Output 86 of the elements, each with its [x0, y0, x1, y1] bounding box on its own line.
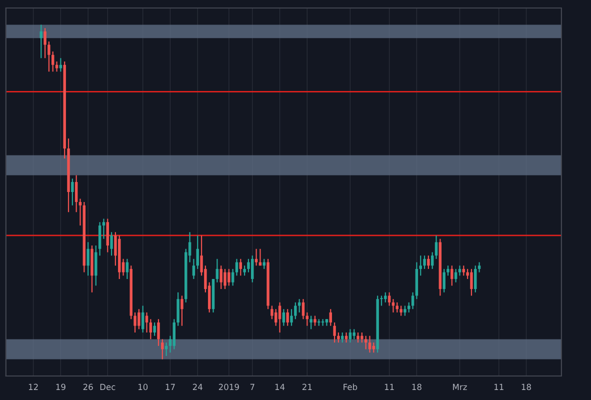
- candlestick: [86, 242, 90, 276]
- candlestick: [228, 268, 230, 286]
- x-tick-label: 17: [166, 384, 175, 390]
- candlestick: [216, 258, 219, 283]
- candlestick: [302, 298, 305, 320]
- candlestick: [134, 312, 136, 334]
- candlestick: [478, 262, 481, 273]
- candlestick: [384, 292, 387, 303]
- x-tick-label: Feb: [344, 384, 358, 390]
- candlestick: [220, 265, 222, 290]
- candlestick: [172, 318, 176, 350]
- candlestick: [251, 255, 254, 283]
- x-tick-label: Mrz: [453, 384, 467, 390]
- x-tick-label: 7: [250, 384, 254, 390]
- candlestick: [282, 308, 286, 326]
- candlestick: [423, 255, 426, 270]
- candlestick: [78, 198, 82, 226]
- candlestick: [235, 258, 238, 276]
- candlestick: [321, 318, 324, 326]
- candlestick: [138, 308, 140, 330]
- x-tick-label: 14: [275, 384, 285, 390]
- candlestick: [48, 40, 50, 72]
- candlestick: [380, 295, 383, 306]
- candlestick: [141, 305, 144, 334]
- x-tick-label: 18: [522, 384, 531, 390]
- x-tick-label: Dec: [100, 384, 116, 390]
- candlestick: [74, 174, 78, 213]
- candlestick: [427, 255, 430, 270]
- candlestick: [278, 302, 282, 334]
- candlestick: [231, 268, 234, 286]
- candlestick: [44, 28, 46, 59]
- candlestick: [294, 302, 297, 320]
- candlestick: [310, 315, 312, 330]
- candlestick: [254, 248, 258, 266]
- candlestick: [262, 258, 266, 270]
- x-tick-label: 18: [412, 384, 422, 390]
- candlestick: [442, 268, 446, 293]
- candlestick: [434, 234, 438, 260]
- x-tick-label: 11: [494, 384, 504, 390]
- candlestick: [388, 292, 391, 306]
- candlestick: [102, 218, 106, 240]
- candlestick: [157, 318, 160, 346]
- candlestick: [333, 322, 336, 344]
- x-tick-label: 21: [302, 384, 312, 390]
- candlestick: [462, 265, 466, 276]
- candlestick: [126, 258, 129, 280]
- candlestick: [396, 302, 399, 313]
- x-tick-label: 11: [384, 384, 394, 390]
- candlestick: [404, 305, 406, 316]
- x-tick-label: 26: [83, 384, 93, 390]
- x-tick-label: 12: [28, 384, 38, 390]
- candlestick: [450, 265, 454, 286]
- candlestick: [176, 292, 180, 326]
- candlestick: [161, 338, 164, 360]
- candlestick: [153, 322, 156, 336]
- candlestick: [314, 315, 316, 326]
- candlestick: [71, 178, 74, 206]
- candlestick: [364, 335, 368, 350]
- candlestick: [356, 332, 360, 344]
- candlestick: [470, 268, 473, 296]
- candlestick: [51, 50, 54, 72]
- candlestick: [106, 218, 109, 253]
- candlestick: [149, 318, 152, 340]
- candlestick: [180, 295, 184, 326]
- candlestick: [274, 308, 278, 326]
- x-tick-label: 19: [56, 384, 66, 390]
- candlestick: [360, 332, 364, 344]
- candlestick: [411, 292, 414, 310]
- x-tick-label: 24: [192, 384, 202, 390]
- candlestick: [400, 305, 402, 316]
- x-tick-label: 10: [138, 384, 148, 390]
- candlestick: [352, 328, 356, 340]
- candlestick: [290, 308, 293, 326]
- candlestick: [286, 308, 289, 326]
- candlestick: [270, 305, 274, 320]
- candlestick: [430, 252, 434, 270]
- candlestick: [446, 265, 450, 276]
- candlestick: [224, 268, 226, 290]
- candlestick: [458, 265, 462, 276]
- candlestick: [329, 308, 332, 326]
- candlestick: [408, 302, 410, 313]
- x-tick-label: 2019: [218, 384, 239, 390]
- candlestick: [110, 232, 113, 256]
- candlestick: [243, 265, 246, 276]
- candlestick: [474, 265, 477, 293]
- candlestick: [337, 332, 340, 344]
